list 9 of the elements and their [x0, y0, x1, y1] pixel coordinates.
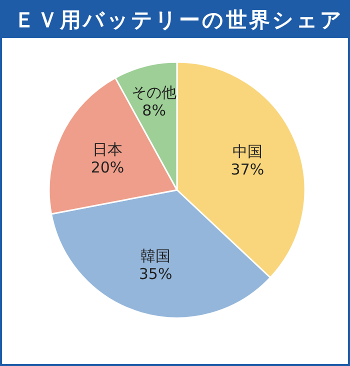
- slice-label: 韓国: [140, 246, 171, 265]
- data-label: 37%: [230, 160, 264, 178]
- data-label: 20%: [90, 158, 124, 176]
- chart-title: ＥＶ用バッテリーの世界シェア: [14, 8, 344, 32]
- data-label: 35%: [138, 264, 172, 283]
- slice-label: 日本: [92, 140, 123, 158]
- slice-label: 中国: [232, 142, 262, 160]
- slice-label: その他: [132, 84, 177, 102]
- data-label: 8%: [142, 102, 166, 120]
